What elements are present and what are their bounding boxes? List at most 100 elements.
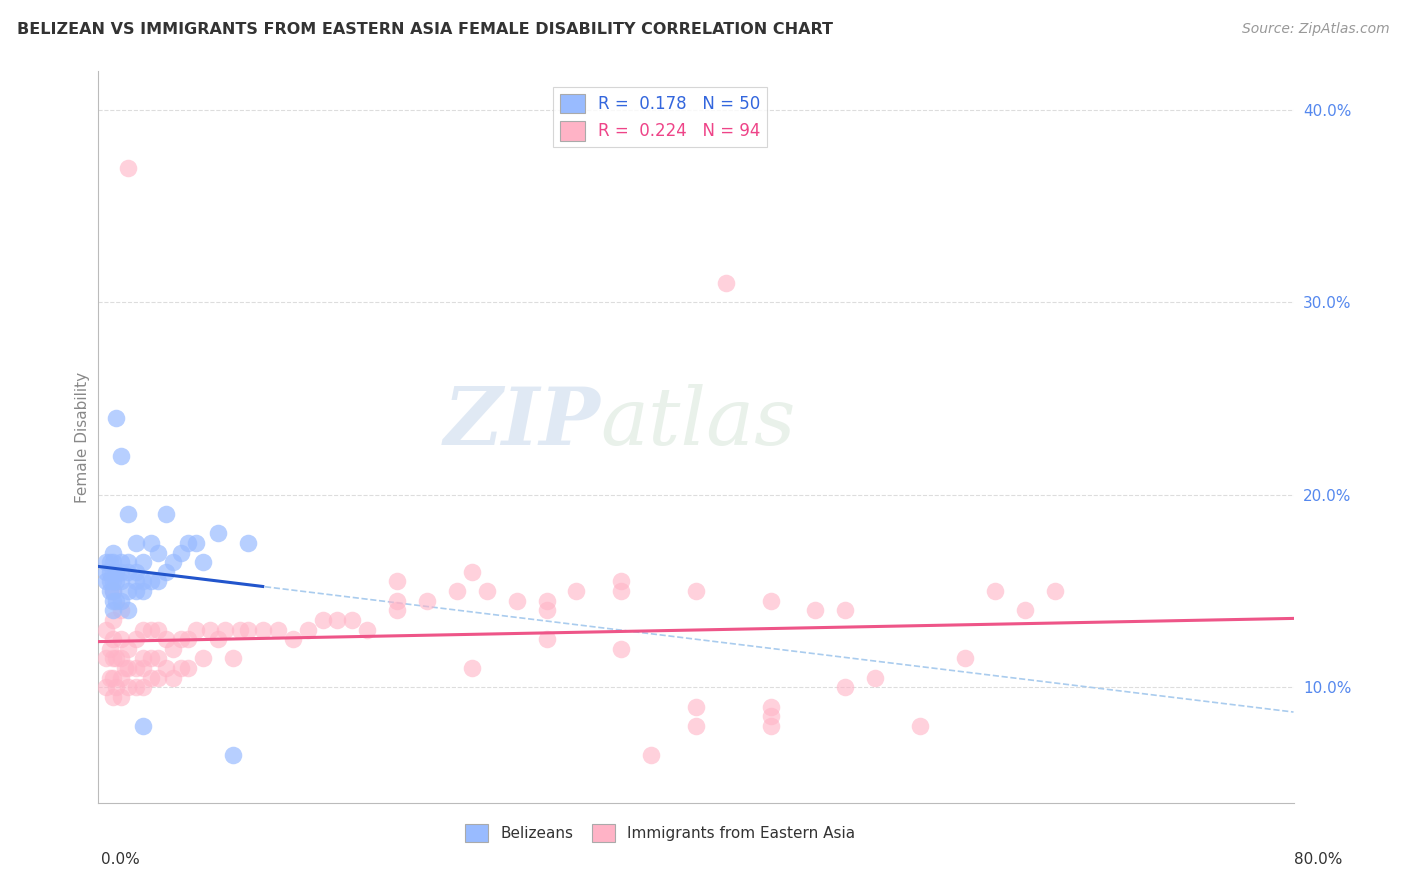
Point	[98, 641, 122, 656]
Point	[191, 555, 214, 569]
Point	[98, 555, 122, 569]
Point	[103, 574, 125, 589]
Point	[155, 507, 177, 521]
Point	[177, 632, 200, 647]
Point	[117, 161, 139, 175]
Point	[117, 555, 139, 569]
Point	[110, 593, 132, 607]
Point	[169, 632, 191, 647]
Point	[94, 623, 117, 637]
Point	[103, 603, 125, 617]
Point	[506, 593, 529, 607]
Point	[103, 613, 125, 627]
Point	[139, 536, 162, 550]
Point	[125, 632, 148, 647]
Point	[103, 584, 125, 599]
Point	[110, 565, 132, 579]
Point	[236, 623, 259, 637]
Point	[685, 719, 707, 733]
Text: 80.0%: 80.0%	[1295, 852, 1343, 867]
Point	[148, 671, 170, 685]
Point	[685, 699, 707, 714]
Point	[385, 574, 409, 589]
Point	[125, 584, 148, 599]
Point	[416, 593, 439, 607]
Point	[103, 671, 125, 685]
Point	[103, 545, 125, 559]
Point	[94, 565, 117, 579]
Point	[98, 574, 122, 589]
Point	[117, 603, 139, 617]
Point	[565, 584, 588, 599]
Point	[834, 603, 856, 617]
Point	[536, 593, 558, 607]
Point	[139, 651, 162, 665]
Text: atlas: atlas	[600, 384, 796, 461]
Point	[865, 671, 887, 685]
Point	[125, 661, 148, 675]
Point	[103, 651, 125, 665]
Point	[385, 593, 409, 607]
Point	[94, 555, 117, 569]
Point	[132, 555, 155, 569]
Text: ZIP: ZIP	[443, 384, 600, 461]
Point	[714, 276, 737, 290]
Point	[139, 574, 162, 589]
Point	[105, 651, 128, 665]
Point	[207, 632, 229, 647]
Point	[610, 574, 633, 589]
Point	[105, 574, 128, 589]
Point	[155, 565, 177, 579]
Point	[610, 641, 633, 656]
Text: 0.0%: 0.0%	[101, 852, 141, 867]
Point	[103, 690, 125, 704]
Y-axis label: Female Disability: Female Disability	[75, 371, 90, 503]
Point	[117, 661, 139, 675]
Point	[236, 536, 259, 550]
Point	[162, 671, 184, 685]
Point	[103, 632, 125, 647]
Point	[207, 526, 229, 541]
Point	[148, 651, 170, 665]
Point	[132, 719, 155, 733]
Point	[110, 671, 132, 685]
Point	[94, 574, 117, 589]
Point	[1043, 584, 1066, 599]
Point	[297, 623, 319, 637]
Point	[162, 641, 184, 656]
Point	[117, 681, 139, 695]
Point	[105, 681, 128, 695]
Point	[214, 623, 236, 637]
Point	[267, 623, 290, 637]
Point	[461, 661, 484, 675]
Point	[759, 719, 782, 733]
Legend: Belizeans, Immigrants from Eastern Asia: Belizeans, Immigrants from Eastern Asia	[460, 818, 860, 847]
Point	[222, 747, 245, 762]
Point	[98, 565, 122, 579]
Point	[155, 632, 177, 647]
Point	[110, 690, 132, 704]
Point	[177, 536, 200, 550]
Point	[94, 681, 117, 695]
Point	[132, 651, 155, 665]
Point	[169, 661, 191, 675]
Point	[222, 651, 245, 665]
Point	[759, 699, 782, 714]
Point	[139, 623, 162, 637]
Point	[685, 584, 707, 599]
Point	[908, 719, 931, 733]
Point	[103, 555, 125, 569]
Point	[110, 632, 132, 647]
Point	[804, 603, 827, 617]
Point	[132, 574, 155, 589]
Point	[640, 747, 662, 762]
Point	[184, 623, 207, 637]
Point	[125, 536, 148, 550]
Point	[94, 651, 117, 665]
Point	[610, 584, 633, 599]
Point	[953, 651, 976, 665]
Point	[475, 584, 498, 599]
Point	[759, 593, 782, 607]
Point	[342, 613, 364, 627]
Point	[105, 410, 128, 425]
